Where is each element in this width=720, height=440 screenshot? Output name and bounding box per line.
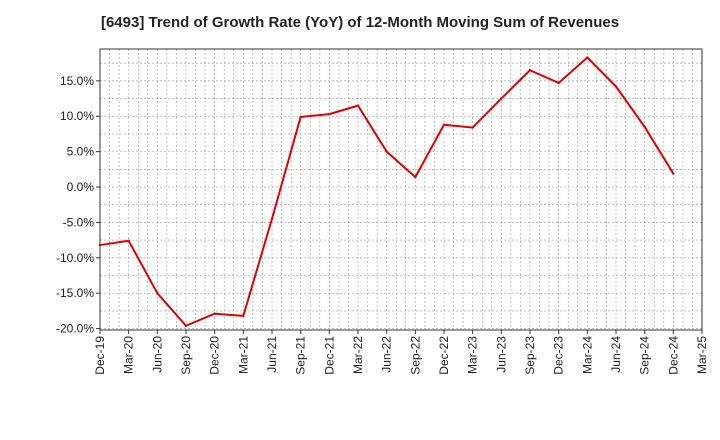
- x-tick-label: Mar-25: [695, 336, 709, 374]
- data-point: [586, 56, 589, 59]
- gridlines: [100, 49, 702, 330]
- data-point: [299, 115, 302, 119]
- plot-area: [100, 49, 702, 330]
- x-tick-label: Dec-23: [552, 336, 566, 375]
- data-point: [385, 150, 388, 153]
- x-tick-label: Mar-23: [466, 336, 480, 374]
- data-point: [98, 243, 102, 247]
- x-tick-label: Sep-22: [408, 336, 422, 375]
- x-tick-label: Dec-20: [208, 336, 222, 375]
- x-tick-label: Dec-24: [666, 336, 680, 375]
- x-tick-label: Mar-20: [122, 336, 136, 374]
- data-point: [528, 69, 532, 72]
- x-tick-label: Sep-24: [638, 336, 652, 375]
- y-tick-label: 15.0%: [60, 74, 94, 88]
- x-tick-label: Jun-24: [609, 336, 623, 373]
- data-point: [672, 172, 675, 175]
- data-point: [156, 291, 159, 295]
- data-point: [414, 175, 417, 179]
- plot-frame: [99, 48, 703, 331]
- data-point: [500, 97, 503, 100]
- x-tick-label: Sep-20: [179, 336, 193, 375]
- data-point: [557, 81, 560, 85]
- data-point: [127, 239, 130, 243]
- x-tick-label: Sep-21: [294, 336, 308, 375]
- data-point: [213, 312, 216, 315]
- data-point: [442, 123, 446, 126]
- y-tick-label: -10.0%: [56, 251, 94, 265]
- data-point: [471, 126, 474, 129]
- x-tick-label: Dec-19: [93, 336, 107, 375]
- x-tick-label: Dec-21: [322, 336, 336, 375]
- data-point: [184, 324, 188, 327]
- x-axis-ticks: Dec-19 Mar-20 Jun-20 Sep-20 Dec-20 Mar-21 Jun-…: [93, 330, 709, 375]
- x-tick-label: Mar-21: [236, 336, 250, 374]
- x-tick-label: Dec-22: [437, 336, 451, 375]
- chart-title: [6493] Trend of Growth Rate (YoY) of 12-…: [100, 14, 620, 31]
- x-tick-label: Jun-22: [380, 336, 394, 373]
- x-tick-label: Mar-24: [580, 336, 594, 374]
- x-tick-label: Sep-23: [523, 336, 537, 375]
- y-tick-label: 5.0%: [67, 145, 95, 159]
- y-axis-ticks: 15.0% 10.0% 5.0% 0.0% -5.0% -10.0% -15.0% -20.0…: [56, 74, 100, 336]
- data-point: [643, 125, 646, 129]
- series-points: [98, 56, 675, 327]
- data-point: [242, 314, 245, 318]
- data-point: [270, 217, 274, 221]
- x-tick-label: Jun-23: [494, 336, 508, 373]
- x-tick-label: Jun-20: [150, 336, 164, 373]
- y-tick-label: -15.0%: [56, 286, 94, 300]
- x-tick-label: Jun-21: [265, 336, 279, 373]
- data-point: [328, 112, 331, 116]
- y-tick-label: 0.0%: [67, 180, 95, 194]
- y-tick-label: 10.0%: [60, 109, 94, 123]
- y-tick-label: -20.0%: [56, 322, 94, 336]
- data-point: [356, 104, 360, 107]
- data-point: [614, 85, 618, 88]
- x-tick-label: Mar-22: [351, 336, 365, 374]
- y-tick-label: -5.0%: [63, 215, 95, 229]
